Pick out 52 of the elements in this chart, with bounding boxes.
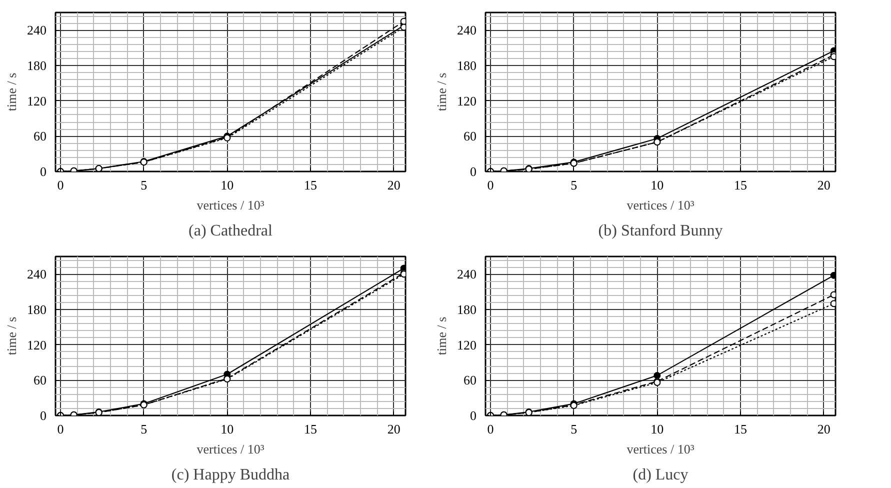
- x-axis-title: vertices / 10³: [196, 442, 264, 456]
- text: (d) Lucy: [632, 466, 688, 484]
- x-tick-label: 20: [387, 422, 400, 436]
- x-tick-label: 15: [304, 178, 317, 192]
- y-tick-label: 0: [470, 164, 476, 179]
- x-tick-label: 15: [734, 422, 747, 436]
- x-tick-label: 5: [140, 178, 148, 192]
- x-tick-label: 0: [57, 178, 64, 192]
- y-tick-label: 180: [457, 302, 476, 317]
- x-tick-label: 20: [817, 422, 830, 436]
- y-axis-title: time / s: [4, 72, 19, 112]
- x-tick-label: 10: [650, 422, 664, 436]
- y-tick-label: 120: [27, 337, 46, 352]
- x-tick-label: 10: [220, 422, 234, 436]
- text: (c) Happy Buddha: [171, 466, 290, 484]
- y-tick-label: 180: [457, 58, 476, 73]
- y-tick-label: 240: [457, 266, 476, 282]
- x-tick-label: 10: [220, 178, 234, 192]
- x-tick-label: 5: [140, 422, 148, 436]
- y-tick-label: 120: [27, 93, 46, 108]
- y-tick-label: 240: [457, 22, 476, 38]
- x-tick-label: 10: [650, 178, 664, 192]
- x-tick-label: 0: [487, 178, 494, 192]
- x-axis-title: vertices / 10³: [196, 198, 264, 212]
- y-tick-label: 60: [464, 128, 476, 144]
- text: (a) Cathedral: [188, 222, 274, 240]
- y-axis-title: time / s: [434, 316, 449, 356]
- x-axis-title: vertices / 10³: [626, 198, 694, 212]
- x-tick-label: 5: [570, 178, 578, 192]
- y-tick-label: 120: [457, 337, 476, 352]
- y-tick-label: 60: [34, 128, 46, 144]
- x-tick-label: 15: [304, 422, 317, 436]
- x-tick-label: 20: [817, 178, 830, 192]
- y-tick-label: 0: [40, 408, 46, 423]
- y-tick-label: 0: [40, 164, 46, 179]
- y-tick-label: 60: [464, 372, 476, 388]
- x-axis-title: vertices / 10³: [626, 442, 694, 456]
- x-tick-label: 15: [734, 178, 747, 192]
- x-tick-label: 0: [57, 422, 64, 436]
- y-axis-title: time / s: [434, 72, 449, 112]
- text: (b) Stanford Bunny: [598, 222, 723, 240]
- y-axis-title: time / s: [4, 316, 19, 356]
- y-tick-label: 180: [27, 302, 46, 317]
- y-tick-label: 0: [470, 408, 476, 423]
- x-tick-label: 20: [387, 178, 400, 192]
- y-tick-label: 240: [27, 22, 46, 38]
- x-tick-label: 0: [487, 422, 494, 436]
- y-tick-label: 60: [34, 372, 46, 388]
- y-tick-label: 120: [457, 93, 476, 108]
- y-tick-label: 180: [27, 58, 46, 73]
- x-tick-label: 5: [570, 422, 578, 436]
- y-tick-label: 240: [27, 266, 46, 282]
